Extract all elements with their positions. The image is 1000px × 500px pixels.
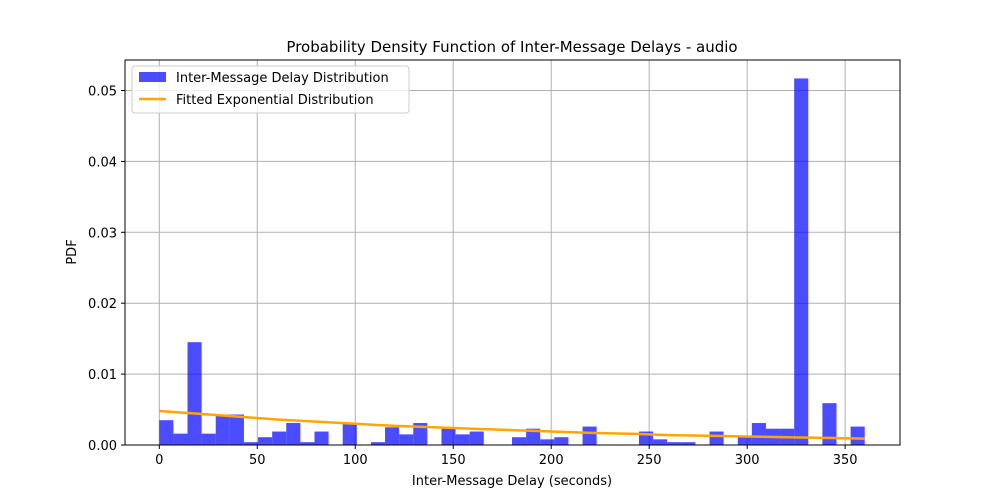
y-tick-label: 0.00 (88, 439, 117, 454)
histogram-bar (300, 442, 315, 445)
legend-label-fitted-line: Fitted Exponential Distribution (176, 93, 374, 108)
x-axis-label: Inter-Message Delay (seconds) (412, 474, 612, 489)
histogram-bar (540, 439, 555, 445)
y-tick-label: 0.01 (88, 368, 117, 383)
histogram-bar (441, 428, 456, 445)
histogram-bar (469, 431, 484, 445)
histogram-bars (159, 78, 865, 445)
legend-box (131, 65, 410, 114)
histogram-bar (709, 431, 724, 445)
legend-swatch-histogram (139, 72, 166, 82)
plot-frame (124, 59, 901, 446)
y-tick-label: 0.03 (88, 226, 117, 241)
histogram-bar (258, 437, 273, 445)
histogram-bar (399, 434, 414, 445)
histogram-bar (159, 420, 174, 445)
x-tick-label: 100 (343, 453, 368, 468)
histogram-bar (794, 78, 809, 445)
histogram-bar (215, 414, 230, 445)
chart-title: Probability Density Function of Inter-Me… (286, 38, 737, 56)
y-axis-label: PDF (65, 239, 80, 264)
histogram-bar (512, 437, 527, 445)
x-tick-label: 50 (249, 453, 266, 468)
histogram-bar (681, 442, 696, 445)
y-tick-label: 0.05 (88, 84, 117, 99)
histogram-bar (187, 342, 202, 445)
legend: Inter-Message Delay Distribution Fitted … (131, 65, 410, 114)
x-tick-label: 350 (833, 453, 858, 468)
histogram-bar (413, 423, 428, 445)
histogram-bar (272, 431, 287, 445)
histogram-bar (201, 433, 216, 445)
x-tick-label: 150 (441, 453, 466, 468)
histogram-bar (314, 431, 329, 445)
x-axis-ticks: 0 50 100 150 200 250 300 350 (155, 445, 858, 468)
histogram-bar (582, 426, 597, 445)
plot-area (125, 60, 900, 445)
histogram-bar (173, 433, 188, 445)
histogram-bar (370, 442, 386, 445)
histogram-bar (455, 434, 470, 445)
histogram-bar (526, 428, 541, 445)
x-tick-label: 200 (539, 453, 564, 468)
histogram-bar (229, 414, 244, 445)
histogram-bar (653, 439, 668, 445)
legend-label-histogram: Inter-Message Delay Distribution (176, 71, 389, 86)
histogram-bar (822, 403, 837, 445)
y-axis-ticks: 0.00 0.01 0.02 0.03 0.04 0.05 (88, 84, 125, 454)
histogram-bar (667, 442, 682, 445)
x-tick-label: 250 (637, 453, 662, 468)
y-tick-label: 0.04 (88, 155, 117, 170)
fitted-exponential-line (159, 409, 865, 440)
histogram-bar (554, 437, 569, 445)
histogram-bar (751, 423, 766, 445)
histogram-bar (286, 423, 301, 445)
histogram-bar (243, 442, 259, 445)
histogram-bar (737, 437, 752, 445)
fitted-line-layer (159, 409, 865, 440)
x-tick-label: 0 (155, 453, 163, 468)
histogram-bar (342, 423, 357, 445)
x-tick-label: 300 (735, 453, 760, 468)
histogram-bar (850, 426, 865, 445)
y-tick-label: 0.02 (88, 297, 117, 312)
histogram-bar (385, 427, 400, 445)
